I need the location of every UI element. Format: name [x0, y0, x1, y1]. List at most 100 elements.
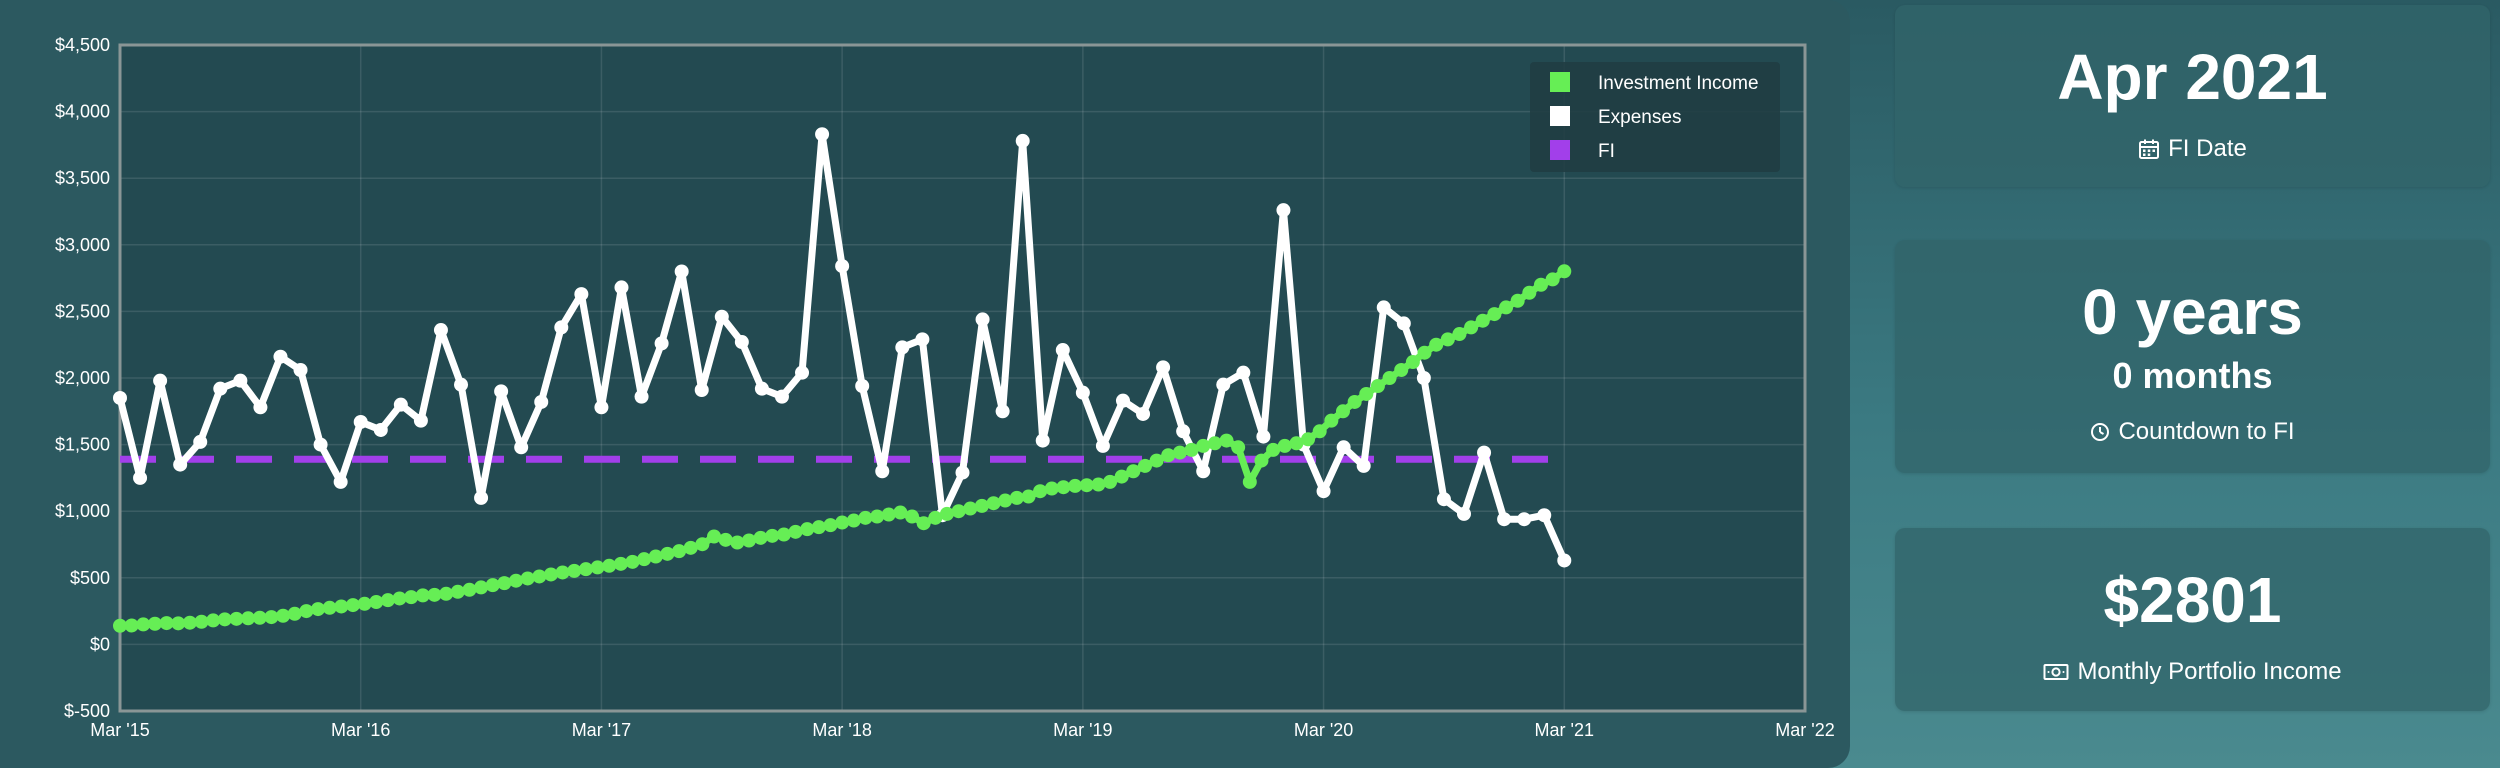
expenses-point	[1115, 393, 1130, 408]
monthly-income-card: $2801 Monthly Portfolio Income	[1895, 528, 2490, 711]
expenses-point	[654, 336, 669, 351]
investment-income-point	[311, 602, 326, 617]
expenses-point	[293, 363, 308, 378]
investment-income-point	[462, 582, 477, 597]
expenses-point	[1416, 371, 1431, 385]
investment-income-point	[1114, 469, 1129, 484]
investment-income-point	[567, 563, 582, 578]
expenses-point	[1156, 360, 1171, 375]
expenses-point	[1356, 458, 1371, 473]
investment-income-point	[800, 522, 815, 537]
investment-income-point	[683, 540, 698, 555]
investment-income-point	[741, 533, 756, 548]
investment-income-point	[252, 610, 267, 625]
investment-income-point	[823, 518, 838, 533]
investment-income-point	[1487, 307, 1502, 322]
investment-income-point	[520, 571, 535, 586]
y-tick-label: $3,000	[55, 235, 110, 255]
investment-income-point	[1347, 394, 1362, 409]
investment-income-point	[695, 537, 710, 552]
expenses-point	[1396, 316, 1411, 331]
investment-income-point	[1464, 320, 1479, 335]
expenses-point	[1557, 553, 1572, 568]
investment-income-point	[334, 599, 349, 614]
investment-income-point	[206, 613, 221, 628]
expenses-point	[795, 365, 810, 380]
expenses-point	[393, 397, 408, 412]
expenses-point	[614, 280, 629, 295]
investment-income-point	[159, 616, 174, 631]
expenses-point	[674, 264, 689, 279]
expenses-point	[714, 309, 729, 324]
legend-label: FI	[1598, 141, 1615, 162]
legend-swatch	[1550, 140, 1570, 160]
expenses-point	[353, 414, 368, 429]
investment-income-point	[951, 504, 966, 519]
investment-income-point	[136, 617, 151, 632]
investment-income-point	[485, 578, 500, 593]
investment-income-point	[450, 584, 465, 599]
expenses-point	[1316, 484, 1331, 499]
y-tick-label: $4,000	[55, 102, 110, 122]
expenses-point	[955, 465, 970, 480]
fi-date-card: Apr 2021 FI Date	[1895, 5, 2490, 187]
investment-income-point	[1301, 432, 1316, 447]
legend-swatch	[1550, 106, 1570, 126]
investment-income-point	[264, 610, 279, 625]
investment-income-point	[1510, 293, 1525, 308]
x-tick-label: Mar '18	[812, 720, 871, 740]
investment-income-point	[182, 615, 197, 630]
investment-income-point	[1359, 386, 1374, 401]
investment-income-point	[602, 558, 617, 573]
expenses-point	[774, 389, 789, 404]
monthly-income-value: $2801	[2103, 564, 2282, 636]
expenses-point	[413, 413, 428, 428]
investment-income-point	[113, 618, 127, 633]
investment-income-point	[1289, 436, 1304, 451]
expenses-point	[694, 382, 709, 397]
expenses-point	[1256, 429, 1271, 444]
legend-label: Investment Income	[1598, 73, 1759, 94]
investment-income-point	[1312, 424, 1327, 439]
investment-income-point	[1394, 363, 1409, 378]
expenses-point	[1075, 385, 1090, 400]
countdown-years: 0 years	[2082, 276, 2303, 348]
investment-income-point	[299, 604, 314, 619]
expenses-point	[333, 474, 348, 489]
investment-income-point	[1172, 445, 1187, 460]
investment-income-point	[893, 505, 908, 520]
y-tick-label: $-500	[64, 701, 110, 721]
fi-chart: $-500 $0 $500 $1,000 $1,500 $2,000 $2,500 $3,00…	[55, 35, 1835, 740]
expenses-point	[514, 440, 529, 455]
investment-income-point	[1545, 272, 1560, 287]
investment-income-point	[555, 565, 570, 580]
investment-income-point	[765, 528, 780, 543]
investment-income-point	[1033, 484, 1048, 499]
expenses-point	[915, 332, 930, 347]
investment-income-point	[776, 527, 791, 542]
expenses-point	[1456, 506, 1471, 521]
investment-income-point	[730, 535, 745, 550]
investment-income-point	[881, 507, 896, 522]
expenses-point	[1376, 300, 1391, 315]
expenses-point	[754, 381, 769, 396]
investment-income-point	[474, 580, 489, 595]
expenses-point	[875, 464, 890, 479]
investment-income-point	[1126, 464, 1141, 479]
expenses-point	[1497, 512, 1512, 527]
expenses-point	[975, 312, 990, 327]
investment-income-point	[1184, 442, 1199, 457]
investment-income-point	[939, 506, 954, 521]
money-icon	[2043, 662, 2069, 682]
expenses-point	[253, 400, 268, 415]
investment-income-point	[648, 549, 663, 564]
investment-income-point	[1009, 490, 1024, 505]
expenses-point	[1095, 438, 1110, 453]
investment-income-point	[415, 588, 430, 603]
expenses-point	[1537, 508, 1552, 523]
investment-income-point	[1335, 404, 1350, 419]
investment-income-point	[171, 616, 186, 631]
monthly-income-label: Monthly Portfolio Income	[2077, 658, 2342, 685]
investment-income-point	[1219, 433, 1234, 448]
investment-income-point	[392, 591, 407, 606]
